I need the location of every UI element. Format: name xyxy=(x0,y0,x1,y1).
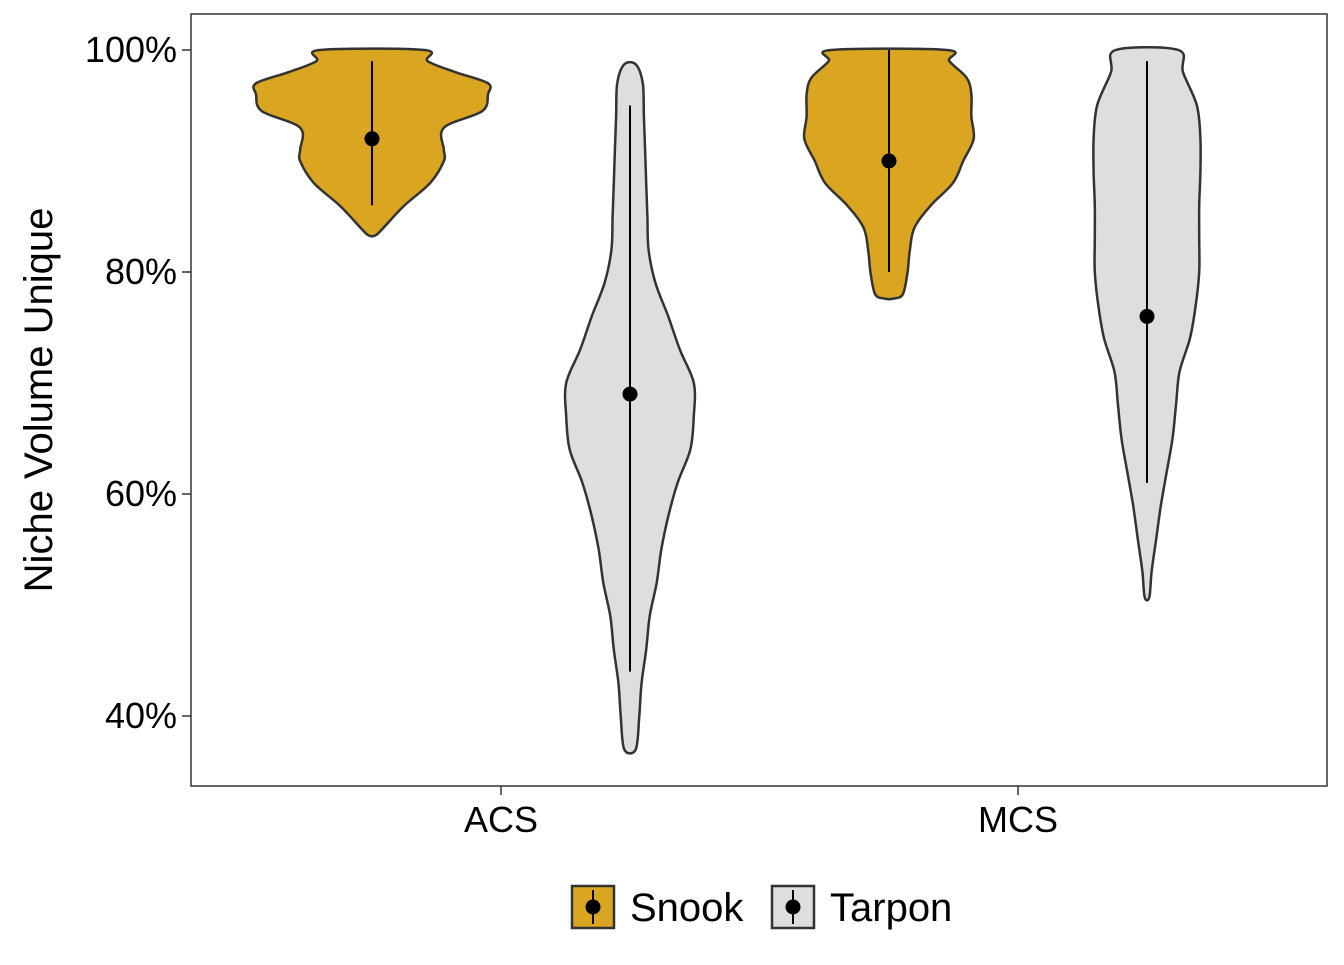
mean-point-tarpon-acs xyxy=(622,386,638,402)
y-tick-label: 80% xyxy=(105,251,177,292)
mean-point-snook-acs xyxy=(364,131,380,147)
legend-key-point xyxy=(785,899,801,915)
legend-key-point xyxy=(585,899,601,915)
y-tick-label: 60% xyxy=(105,473,177,514)
y-tick-label: 40% xyxy=(105,695,177,736)
x-tick-label: MCS xyxy=(978,799,1058,840)
violin-layer xyxy=(252,45,1202,755)
legend-label: Tarpon xyxy=(830,886,952,930)
y-tick-label: 100% xyxy=(85,29,177,70)
y-axis: 40% 60% 80% 100% xyxy=(85,29,191,736)
x-axis: ACS MCS xyxy=(464,786,1058,840)
y-axis-title: Niche Volume Unique xyxy=(17,208,61,593)
legend-item-snook: Snook xyxy=(570,884,744,930)
legend-item-tarpon: Tarpon xyxy=(770,884,952,930)
mean-point-tarpon-mcs xyxy=(1139,308,1155,324)
mean-point-snook-mcs xyxy=(881,153,897,169)
legend: Snook Tarpon xyxy=(570,884,952,930)
x-tick-label: ACS xyxy=(464,799,538,840)
legend-label: Snook xyxy=(630,886,744,930)
